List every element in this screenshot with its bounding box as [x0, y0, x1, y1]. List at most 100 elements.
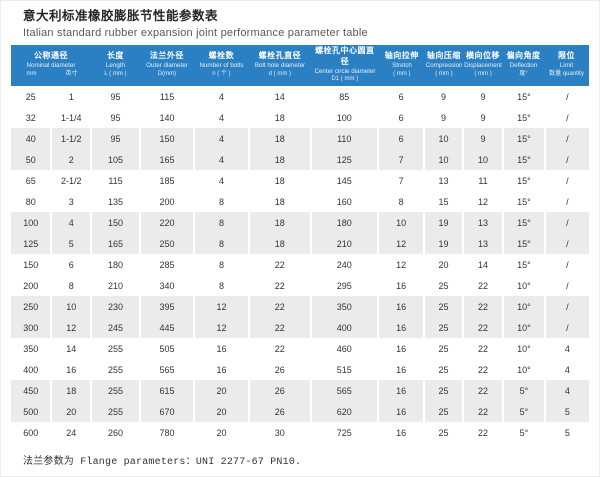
- table-cell: 8: [195, 212, 248, 233]
- table-cell: 255: [108, 343, 124, 354]
- page-title-english: Italian standard rubber expansion joint …: [23, 27, 368, 39]
- table-cell: 25: [425, 317, 462, 338]
- table-cell: 18: [274, 175, 285, 186]
- table-cell: 615: [141, 380, 194, 401]
- table-row: 25 1 95 115 4 14 85 6 9 9 15° /: [11, 86, 589, 107]
- table-cell: 565: [311, 380, 377, 401]
- table-cell: 13: [463, 212, 503, 233]
- table-cell: 22: [463, 296, 503, 317]
- table-cell: 22: [463, 317, 503, 338]
- header-cell: 限位 Limit 数量 quantity: [549, 51, 584, 77]
- table-cell: 22: [478, 427, 489, 438]
- table-cell: 15°: [504, 128, 544, 149]
- table-cell: 5°: [519, 427, 529, 438]
- table-cell: 24: [66, 427, 77, 438]
- table-cell: 8: [218, 280, 224, 291]
- table-cell: 460: [336, 343, 352, 354]
- table-cell: 165: [91, 233, 140, 254]
- table-cell: 9: [480, 91, 486, 102]
- header-cell: 轴向拉伸 Stretch( mm ): [384, 51, 419, 77]
- table-cell: 2: [52, 149, 90, 170]
- table-cell: 25: [438, 343, 449, 354]
- table-cell: 95: [91, 128, 140, 149]
- table-cell: 150: [141, 128, 194, 149]
- table-cell: /: [545, 149, 589, 170]
- table-cell: 14: [66, 343, 77, 354]
- table-cell: 100: [11, 212, 51, 233]
- table-row: 600 24 260 780 20 30 725 16 25 22 5° 5: [11, 422, 589, 443]
- table-row: 40 1-1/2 95 150 4 18 110 6 10 9 15° /: [11, 128, 589, 149]
- table-cell: 22: [478, 364, 489, 375]
- table-cell: 18: [249, 149, 310, 170]
- table-cell: 180: [311, 212, 377, 233]
- table-cell: 245: [91, 317, 140, 338]
- table-cell: 22: [274, 343, 285, 354]
- table-cell: /: [545, 296, 589, 317]
- table-cell: 135: [108, 196, 124, 207]
- table-cell: 115: [159, 91, 175, 102]
- table-cell: 10: [378, 212, 424, 233]
- table-row: 350 14 255 505 16 22 460 16 25 22 10° 4: [11, 338, 589, 359]
- table-row: 450 18 255 615 20 26 565 16 25 22 5° 4: [11, 380, 589, 401]
- table-cell: 9: [480, 112, 486, 123]
- table-cell: 25: [438, 364, 449, 375]
- table-cell: 12: [396, 259, 407, 270]
- table-cell: 300: [11, 317, 51, 338]
- table-cell: 14: [478, 259, 489, 270]
- table-cell: 230: [91, 296, 140, 317]
- table-cell: 6: [398, 91, 404, 102]
- table-cell: 18: [249, 212, 310, 233]
- table-cell: 6: [398, 112, 404, 123]
- table-cell: 4: [564, 364, 570, 375]
- table-cell: 8: [218, 259, 224, 270]
- table-cell: 20: [195, 380, 248, 401]
- table-cell: 22: [478, 280, 489, 291]
- table-row: 100 4 150 220 8 18 180 10 19 13 15° /: [11, 212, 589, 233]
- table-cell: 95: [110, 112, 121, 123]
- table-cell: 165: [141, 149, 194, 170]
- table-cell: 725: [336, 427, 352, 438]
- table-cell: 4: [218, 112, 224, 123]
- table-cell: 13: [438, 175, 449, 186]
- table-cell: 22: [478, 343, 489, 354]
- table-cell: 25: [438, 280, 449, 291]
- table-cell: 22: [249, 296, 310, 317]
- table-cell: 5: [564, 427, 570, 438]
- table-cell: 5°: [504, 401, 544, 422]
- table-cell: 10: [425, 128, 462, 149]
- table-cell: 20: [216, 427, 227, 438]
- table-cell: 12: [195, 317, 248, 338]
- table-cell: 450: [11, 380, 51, 401]
- table-cell: 7: [378, 149, 424, 170]
- table-cell: 85: [339, 91, 350, 102]
- table-cell: 4: [218, 175, 224, 186]
- table-cell: 110: [311, 128, 377, 149]
- table-row: 300 12 245 445 12 22 400 16 25 22 10° /: [11, 317, 589, 338]
- table-cell: 15°: [517, 112, 531, 123]
- table-cell: /: [545, 317, 589, 338]
- table-cell: 19: [425, 212, 462, 233]
- table-cell: 6: [68, 259, 74, 270]
- table-cell: 105: [91, 149, 140, 170]
- table-cell: 16: [216, 343, 227, 354]
- table-cell: 8: [218, 196, 224, 207]
- table-cell: 22: [463, 380, 503, 401]
- table-cell: 10°: [504, 317, 544, 338]
- header-cell: 螺栓数 Number of bolts n ( 个 ): [199, 51, 244, 77]
- table-cell: /: [566, 91, 569, 102]
- header-cell: 公称通径 Nominal diameter mm 英寸: [26, 51, 78, 77]
- table-cell: 10: [463, 149, 503, 170]
- table-cell: 8: [68, 280, 74, 291]
- table-cell: 65: [25, 175, 36, 186]
- table-cell: 22: [249, 317, 310, 338]
- table-cell: 150: [91, 212, 140, 233]
- table-cell: 32: [25, 112, 36, 123]
- table-cell: 285: [159, 259, 175, 270]
- table-cell: 15°: [504, 149, 544, 170]
- table-cell: 15°: [517, 175, 531, 186]
- table-cell: 22: [463, 401, 503, 422]
- table-cell: 9: [463, 128, 503, 149]
- table-cell: 4: [564, 343, 570, 354]
- table-cell: 30: [274, 427, 285, 438]
- table-cell: 2-1/2: [60, 175, 82, 186]
